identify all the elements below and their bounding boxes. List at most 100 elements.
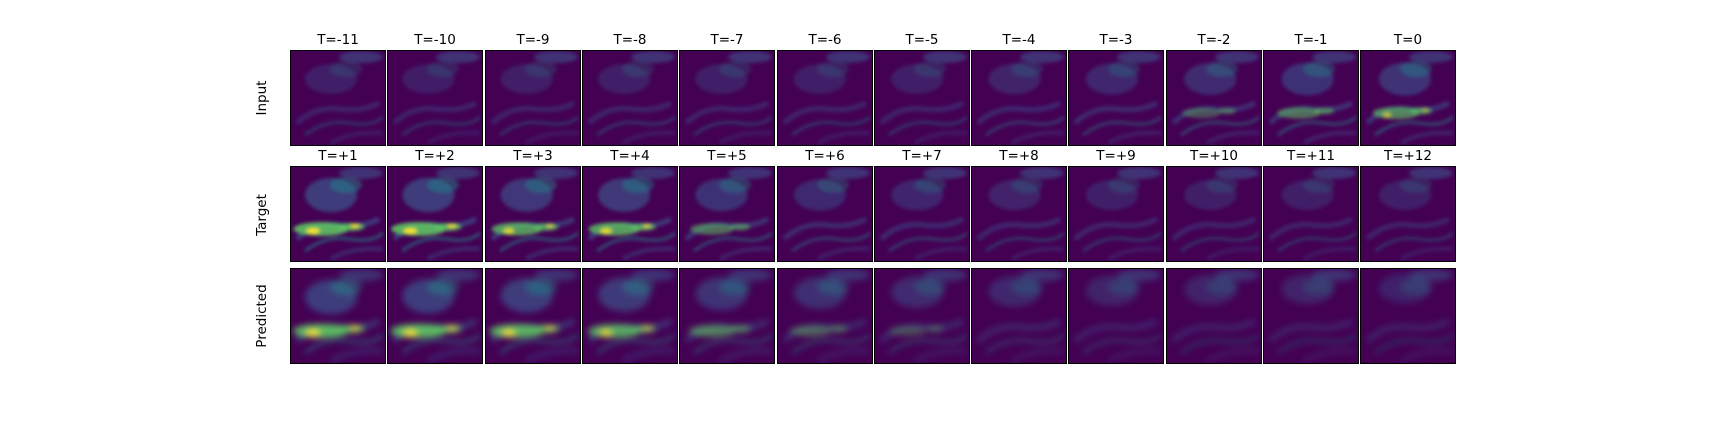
heatmap-svg [879, 167, 969, 261]
panel-title: T=+12 [1383, 148, 1433, 164]
heatmap-svg [782, 51, 872, 145]
heatmap-image [679, 166, 775, 262]
panel-2-3 [582, 250, 678, 366]
heatmap-image [387, 268, 483, 364]
panel-title: T=+1 [318, 148, 358, 164]
panel-0-0: T=-11 [290, 32, 386, 148]
heatmap-image [485, 50, 581, 146]
heatmap-svg [976, 51, 1066, 145]
heatmap-svg [1073, 167, 1163, 261]
heatmap-image [971, 50, 1067, 146]
panel-title: T=+8 [999, 148, 1039, 164]
heatmap-svg [390, 167, 482, 261]
panel-1-3: T=+4 [582, 148, 678, 264]
panel-0-5: T=-6 [777, 32, 873, 148]
panel-title: T=+9 [1096, 148, 1136, 164]
heatmap-svg [587, 51, 677, 145]
heatmap-svg [976, 167, 1066, 261]
heatmap-svg [879, 51, 969, 145]
heatmap-svg [684, 269, 774, 363]
panel-2-7 [971, 250, 1067, 366]
panel-1-11: T=+12 [1360, 148, 1456, 264]
heatmap-svg [1171, 167, 1261, 261]
panel-title: T=+4 [610, 148, 650, 164]
panel-1-1: T=+2 [387, 148, 483, 264]
heatmap-image [874, 50, 970, 146]
heatmap-svg [1268, 51, 1358, 145]
heatmap-image [1263, 166, 1359, 262]
heatmap-image [1166, 166, 1262, 262]
panel-title: T=+2 [415, 148, 455, 164]
heatmap-image [387, 50, 483, 146]
heatmap-svg [1365, 167, 1455, 261]
row-label-input: Input [254, 80, 270, 116]
heatmap-svg [295, 51, 385, 145]
heatmap-svg [1365, 51, 1455, 145]
panel-2-10 [1263, 250, 1359, 366]
heatmap-svg [293, 269, 385, 363]
panel-0-10: T=-1 [1263, 32, 1359, 148]
panel-2-11 [1360, 250, 1456, 366]
panel-title: T=-6 [808, 32, 842, 48]
heatmap-svg [587, 167, 677, 261]
panel-title: T=+11 [1286, 148, 1336, 164]
heatmap-svg [392, 51, 482, 145]
heatmap-image [679, 268, 775, 364]
heatmap-image [971, 268, 1067, 364]
panel-title: T=-10 [414, 32, 456, 48]
panel-0-2: T=-9 [485, 32, 581, 148]
panel-2-4 [679, 250, 775, 366]
panel-2-0 [290, 250, 386, 366]
panel-title: T=+7 [902, 148, 942, 164]
panel-title: T=+6 [805, 148, 845, 164]
panel-1-4: T=+5 [679, 148, 775, 264]
heatmap-image [874, 268, 970, 364]
panel-0-8: T=-3 [1068, 32, 1164, 148]
panel-2-2 [485, 250, 581, 366]
heatmap-image [485, 268, 581, 364]
panel-0-1: T=-10 [387, 32, 483, 148]
heatmap-image [777, 50, 873, 146]
panel-title: T=+5 [707, 148, 747, 164]
panel-2-5 [777, 250, 873, 366]
panel-1-7: T=+8 [971, 148, 1067, 264]
panel-2-8 [1068, 250, 1164, 366]
panel-title: T=-1 [1294, 32, 1328, 48]
panel-0-3: T=-8 [582, 32, 678, 148]
heatmap-svg [1268, 167, 1358, 261]
panel-title: T=0 [1393, 32, 1423, 48]
heatmap-svg [976, 269, 1066, 363]
heatmap-image [777, 268, 873, 364]
panel-title: T=-7 [710, 32, 744, 48]
heatmap-image [582, 166, 678, 262]
heatmap-image [582, 268, 678, 364]
panel-0-6: T=-5 [874, 32, 970, 148]
heatmap-svg [1171, 51, 1261, 145]
heatmap-svg [1171, 269, 1261, 363]
heatmap-image [1263, 268, 1359, 364]
heatmap-image [1360, 268, 1456, 364]
heatmap-image [290, 166, 386, 262]
heatmap-image [679, 50, 775, 146]
heatmap-svg [390, 269, 482, 363]
panel-title: T=-2 [1197, 32, 1231, 48]
heatmap-svg [1073, 51, 1163, 145]
heatmap-image [485, 166, 581, 262]
heatmap-image [387, 166, 483, 262]
heatmap-svg [490, 167, 580, 261]
heatmap-image [1166, 268, 1262, 364]
heatmap-svg [293, 167, 385, 261]
heatmap-image [582, 50, 678, 146]
heatmap-svg [782, 269, 872, 363]
panel-0-4: T=-7 [679, 32, 775, 148]
panel-1-10: T=+11 [1263, 148, 1359, 264]
row-label-target: Target [254, 194, 270, 236]
panel-title: T=-8 [613, 32, 647, 48]
heatmap-image [874, 166, 970, 262]
heatmap-svg [1365, 269, 1455, 363]
panel-1-5: T=+6 [777, 148, 873, 264]
panel-title: T=-9 [516, 32, 550, 48]
heatmap-svg [1073, 269, 1163, 363]
heatmap-image [777, 166, 873, 262]
